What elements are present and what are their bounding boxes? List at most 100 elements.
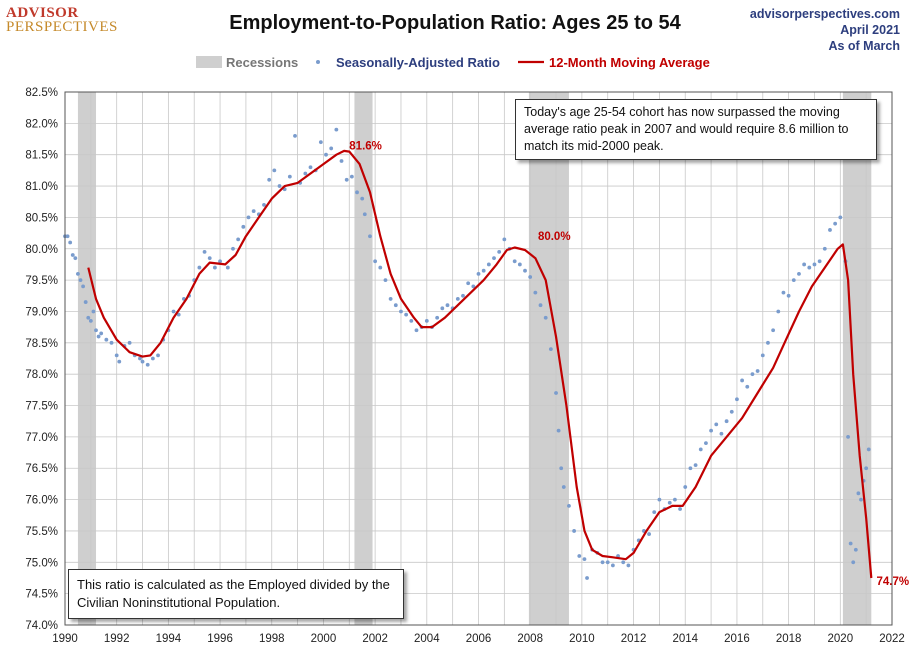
sa-data-point <box>556 428 561 433</box>
sa-data-point <box>476 271 481 276</box>
sa-data-point <box>287 174 292 179</box>
x-tick-label: 2006 <box>466 633 492 645</box>
sa-data-point <box>360 196 365 201</box>
sa-data-point <box>70 253 75 257</box>
sa-data-point <box>440 306 445 311</box>
sa-data-point <box>657 497 662 502</box>
sa-data-point <box>445 303 450 308</box>
sa-data-point <box>150 356 155 361</box>
sa-data-point <box>714 422 719 427</box>
note-box: Today's age 25-54 cohort has now surpass… <box>515 99 877 160</box>
sa-data-point <box>78 278 83 283</box>
y-tick-label: 79.5% <box>25 275 58 287</box>
sa-data-point <box>866 447 871 452</box>
sa-data-point <box>393 303 398 308</box>
sa-data-point <box>688 466 693 471</box>
logo: ADVISOR PERSPECTIVES <box>6 5 118 35</box>
recession-band <box>842 92 872 625</box>
sa-data-point <box>567 503 571 508</box>
sa-data-point <box>455 297 460 301</box>
moving-average-line <box>87 149 873 579</box>
site-asof: As of March <box>828 39 900 53</box>
y-tick-label: 81.5% <box>25 150 58 162</box>
sa-data-point <box>791 278 796 283</box>
sa-data-point <box>678 507 682 511</box>
x-tick-label: 1998 <box>259 633 285 645</box>
sa-data-point <box>414 328 419 333</box>
sa-data-point <box>667 500 672 505</box>
sa-data-point <box>561 485 566 489</box>
sa-data-point <box>486 262 491 267</box>
sa-data-point <box>517 262 522 267</box>
legend-recession-swatch <box>196 56 222 68</box>
sa-data-point <box>859 497 863 502</box>
sa-data-point <box>698 447 703 452</box>
sa-data-point <box>251 209 256 214</box>
sa-data-point <box>94 328 98 333</box>
sa-data-point <box>383 278 388 283</box>
sa-data-point <box>833 221 838 226</box>
y-tick-label: 77.0% <box>25 432 58 444</box>
sa-data-point <box>683 485 688 489</box>
sa-data-point <box>822 246 827 251</box>
sa-data-point <box>771 328 776 333</box>
x-tick-label: 2018 <box>776 633 802 645</box>
sa-data-point <box>91 309 96 314</box>
sa-data-point <box>86 315 91 320</box>
x-tick-label: 2022 <box>879 633 905 645</box>
sa-data-point <box>543 315 548 320</box>
logo-top-text: ADVISOR <box>6 5 79 21</box>
x-tick-label: 1992 <box>104 633 130 645</box>
sa-data-point <box>267 177 272 182</box>
sa-data-point <box>212 265 217 270</box>
sa-data-point <box>802 262 807 267</box>
sa-data-point <box>585 576 589 580</box>
sa-data-point <box>373 259 378 264</box>
sa-data-point <box>96 334 101 339</box>
sa-data-point <box>750 372 755 377</box>
sa-data-point <box>318 140 323 145</box>
y-tick-label: 78.0% <box>25 369 58 381</box>
sa-data-point <box>828 228 832 232</box>
sa-data-point <box>673 497 677 502</box>
sa-data-point <box>324 152 328 157</box>
sa-data-point <box>171 309 176 314</box>
sa-data-point <box>776 309 781 314</box>
sa-data-point <box>471 284 476 289</box>
y-tick-label: 76.0% <box>25 495 58 507</box>
sa-data-point <box>577 554 582 558</box>
sa-data-point <box>127 340 132 345</box>
legend-ma-label: 12-Month Moving Average <box>549 55 710 70</box>
sa-data-point <box>404 312 409 317</box>
sa-data-point <box>497 250 502 254</box>
sa-data-point <box>145 362 150 367</box>
definition-box: This ratio is calculated as the Employed… <box>68 569 404 619</box>
sa-data-point <box>424 318 429 323</box>
x-tick-label: 2020 <box>828 633 854 645</box>
sa-data-point <box>781 290 786 295</box>
sa-data-point <box>523 268 527 273</box>
y-tick-label: 79.0% <box>25 306 58 318</box>
sa-data-point <box>807 265 812 270</box>
sa-data-point <box>104 337 109 342</box>
y-tick-label: 80.0% <box>25 244 58 256</box>
sa-data-point <box>176 312 181 317</box>
sa-data-point <box>334 127 339 132</box>
x-tick-label: 2016 <box>724 633 750 645</box>
site-date: April 2021 <box>840 23 900 37</box>
sa-data-point <box>73 256 78 261</box>
sa-data-point <box>236 237 241 242</box>
sa-data-point <box>225 265 230 270</box>
sa-data-point <box>435 315 440 320</box>
y-tick-label: 81.0% <box>25 181 58 193</box>
sa-data-point <box>647 532 651 536</box>
sa-data-point <box>502 237 507 242</box>
x-tick-label: 2002 <box>362 633 388 645</box>
sa-data-point <box>528 275 533 279</box>
sa-data-point <box>605 560 610 565</box>
recession-band <box>77 92 97 625</box>
sa-data-point <box>600 560 605 565</box>
sa-data-point <box>65 234 70 239</box>
sa-data-point <box>729 409 734 414</box>
